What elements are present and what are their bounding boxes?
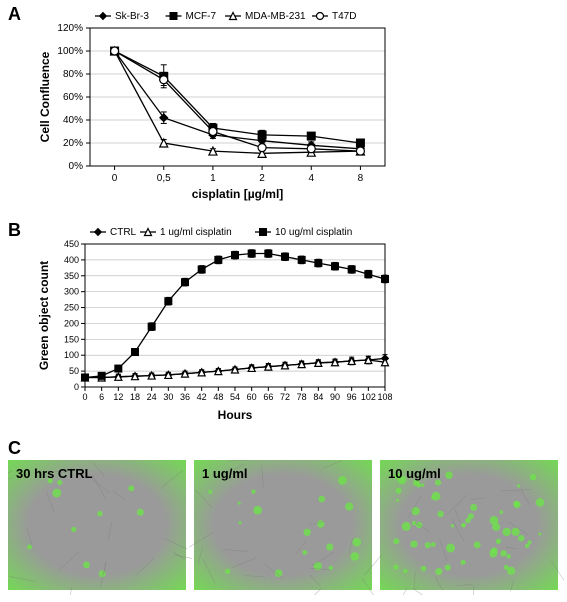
- svg-text:MDA-MB-231: MDA-MB-231: [245, 11, 306, 22]
- svg-text:450: 450: [64, 239, 79, 249]
- svg-text:2: 2: [259, 173, 265, 184]
- svg-text:cisplatin [µg/ml]: cisplatin [µg/ml]: [192, 187, 284, 201]
- svg-text:84: 84: [313, 392, 323, 402]
- svg-text:6: 6: [99, 392, 104, 402]
- svg-text:4: 4: [308, 173, 314, 184]
- panel-b-chart: 0 50 100 150 200 250 300 350 400 450 0 6 12 18 24 30 36 4…: [35, 222, 395, 422]
- svg-text:T47D: T47D: [332, 11, 356, 22]
- panel-b-label: B: [8, 220, 21, 241]
- svg-text:120%: 120%: [57, 23, 83, 34]
- svg-text:400: 400: [64, 255, 79, 265]
- image-c3-overlay: 10 ug/ml: [388, 466, 441, 481]
- figure: A 0%20%40%60%80%100%120%00,51248cisplati…: [0, 0, 567, 602]
- svg-text:96: 96: [347, 392, 357, 402]
- svg-text:90: 90: [330, 392, 340, 402]
- svg-text:0: 0: [82, 392, 87, 402]
- svg-text:0%: 0%: [69, 161, 84, 172]
- svg-text:200: 200: [64, 318, 79, 328]
- svg-text:150: 150: [64, 334, 79, 344]
- svg-text:42: 42: [197, 392, 207, 402]
- svg-text:108: 108: [377, 392, 392, 402]
- svg-text:MCF-7: MCF-7: [186, 11, 217, 22]
- svg-text:78: 78: [297, 392, 307, 402]
- svg-text:0: 0: [112, 173, 118, 184]
- svg-text:72: 72: [280, 392, 290, 402]
- svg-text:Hours: Hours: [218, 408, 253, 422]
- svg-text:350: 350: [64, 271, 79, 281]
- image-c1-overlay: 30 hrs CTRL: [16, 466, 93, 481]
- svg-text:24: 24: [147, 392, 157, 402]
- svg-text:60: 60: [247, 392, 257, 402]
- panel-a-label: A: [8, 4, 21, 25]
- svg-text:250: 250: [64, 303, 79, 313]
- svg-text:10 ug/ml cisplatin: 10 ug/ml cisplatin: [275, 227, 352, 238]
- svg-text:0,5: 0,5: [157, 173, 171, 184]
- svg-text:100: 100: [64, 350, 79, 360]
- svg-text:300: 300: [64, 287, 79, 297]
- svg-text:20%: 20%: [63, 138, 83, 149]
- svg-text:102: 102: [361, 392, 376, 402]
- svg-text:30: 30: [163, 392, 173, 402]
- svg-text:12: 12: [113, 392, 123, 402]
- svg-text:60%: 60%: [63, 92, 83, 103]
- panel-c-label: C: [8, 438, 21, 459]
- svg-text:Sk-Br-3: Sk-Br-3: [115, 11, 149, 22]
- image-c2-overlay: 1 ug/ml: [202, 466, 248, 481]
- svg-text:54: 54: [230, 392, 240, 402]
- svg-text:Cell Confluence: Cell Confluence: [38, 51, 52, 142]
- svg-text:48: 48: [213, 392, 223, 402]
- svg-text:100%: 100%: [57, 46, 83, 57]
- svg-text:40%: 40%: [63, 115, 83, 126]
- svg-text:80%: 80%: [63, 69, 83, 80]
- svg-text:1 ug/ml cisplatin: 1 ug/ml cisplatin: [160, 227, 232, 238]
- svg-text:50: 50: [69, 366, 79, 376]
- svg-text:18: 18: [130, 392, 140, 402]
- svg-text:8: 8: [358, 173, 364, 184]
- svg-text:1: 1: [210, 173, 216, 184]
- svg-text:36: 36: [180, 392, 190, 402]
- panel-a-chart: 0% 20% 40% 60% 80% 100% 120% 0 0,5 1 2 4 8 cisplatin …: [35, 6, 395, 201]
- svg-text:CTRL: CTRL: [110, 227, 137, 238]
- svg-text:66: 66: [263, 392, 273, 402]
- svg-text:Green object count: Green object count: [37, 261, 51, 370]
- svg-text:0: 0: [74, 382, 79, 392]
